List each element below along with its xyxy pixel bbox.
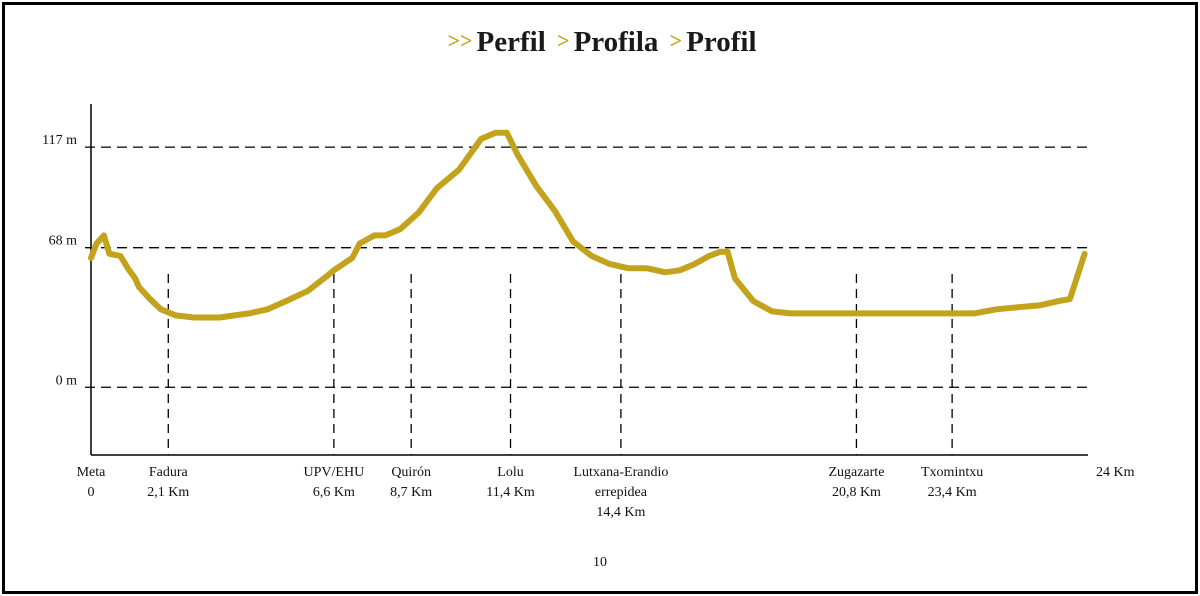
grid-layer: [85, 146, 1088, 455]
title-spanish: Perfil: [476, 26, 546, 58]
waypoint-distance-label: 23,4 Km: [928, 485, 977, 500]
waypoint-name-label: Lutxana-Erandio: [573, 465, 668, 480]
waypoint-distance-label: 0: [88, 485, 95, 500]
waypoint-distance-label: 11,4 Km: [486, 485, 535, 500]
axis-layer: [90, 104, 1088, 456]
waypoint-extra-label: 14,4 Km: [596, 505, 645, 520]
waypoint-distance-label: 2,1 Km: [147, 485, 189, 500]
y-tick-label: 68 m: [49, 234, 78, 249]
waypoint-distance-label: errepidea: [595, 485, 648, 500]
waypoint-name-label: Txomintxu: [921, 465, 983, 480]
title-basque: Profila: [573, 26, 659, 58]
waypoint-distance-label: 20,8 Km: [832, 485, 881, 500]
label-layer: 0 m 68 m 117 m Meta 0 Fadura 2,1 Km UPV/EHU 6,6 …: [42, 133, 1134, 520]
title-arrow-icon: >>: [447, 28, 473, 53]
chart-title: >> Perfil > Profila > Profil: [0, 26, 1200, 59]
title-separator-icon: >: [557, 28, 570, 53]
waypoint-name-label: Meta: [77, 465, 107, 480]
title-separator-icon: >: [669, 28, 683, 53]
waypoint-distance-label: 8,7 Km: [390, 485, 432, 500]
y-tick-label: 117 m: [42, 133, 77, 148]
title-french: Profil: [686, 26, 757, 58]
waypoint-name-label: UPV/EHU: [304, 465, 365, 480]
waypoint-name-label: Zugazarte: [828, 465, 884, 480]
elevation-line: [88, 129, 1088, 321]
waypoint-name-label: Lolu: [497, 465, 523, 480]
waypoint-name-label: Quirón: [391, 465, 431, 480]
waypoint-name-label: Fadura: [149, 465, 189, 480]
page-number: 10: [593, 555, 607, 570]
waypoint-distance-label: 6,6 Km: [313, 485, 355, 500]
x-end-label: 24 Km: [1096, 465, 1135, 480]
series-layer: [88, 129, 1088, 321]
y-tick-label: 0 m: [56, 373, 78, 388]
